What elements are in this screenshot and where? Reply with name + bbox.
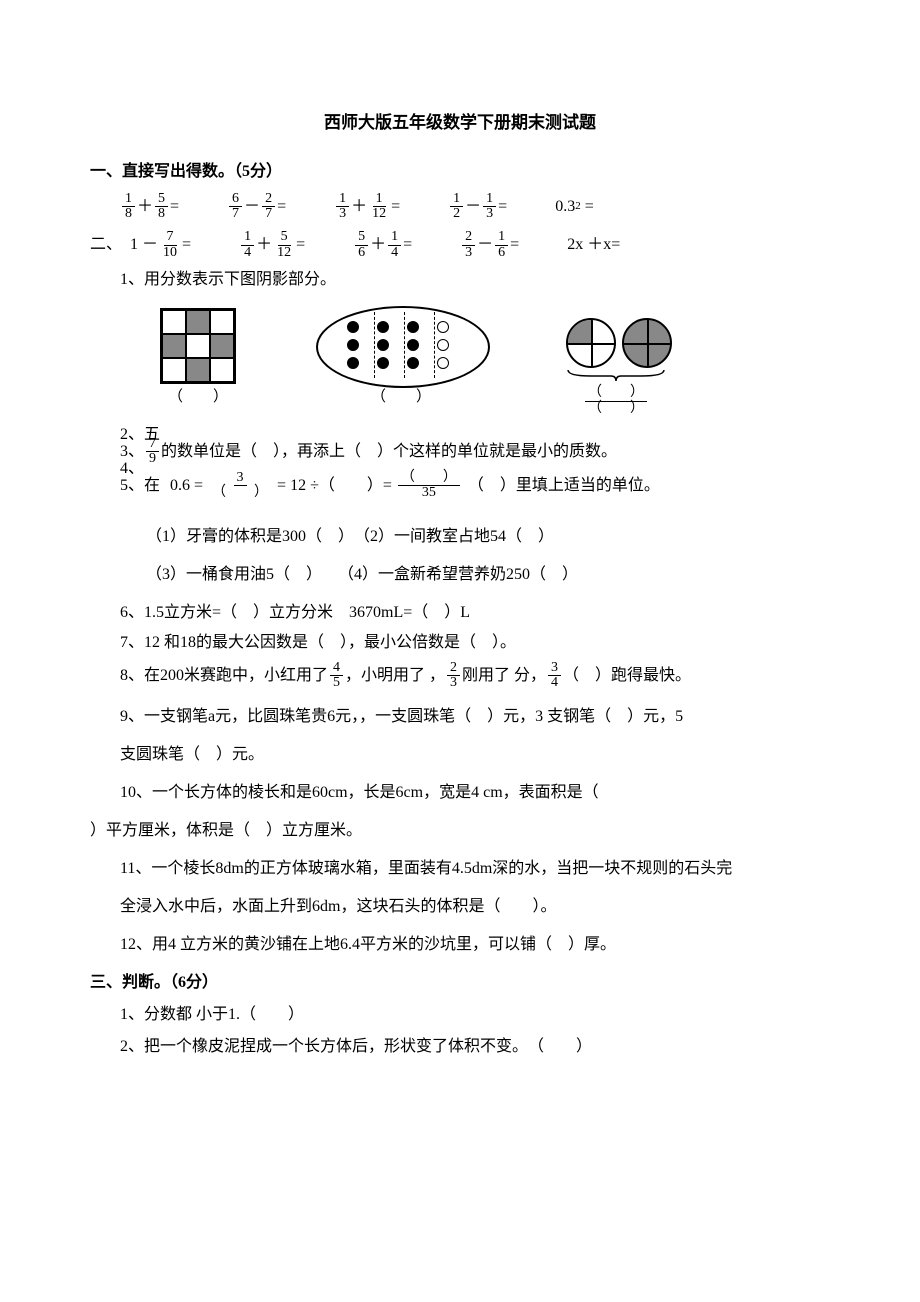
s2-q9a: 9、一支钢笔a元，比圆珠笔贵6元，，一支圆珠笔（ ）元，3 支钢笔（ ）元，5 [120, 705, 830, 729]
overlap-block: 2、五 3、 79 的数单位是（ ），再添上（ ）个这样的单位就是最小的质数。 … [120, 423, 830, 483]
eq-chain: 0.6 = 3（ ） = 12 ÷（ ）= （ ）35 [170, 471, 462, 501]
brace-icon [566, 368, 666, 382]
s1r2a: 1 － 710 = [130, 230, 191, 260]
section3-head: 三、判断。（6分） [90, 971, 830, 995]
fig-label-a: （ ） [160, 386, 236, 416]
s2-q9b: 支圆珠笔（ ）元。 [120, 743, 830, 767]
s3-q1: 1、分数都 小于1.（ ） [120, 1003, 830, 1027]
s2-q6: 6、1.5立方米=（ ）立方分米 3670mL=（ ）L [120, 601, 830, 625]
fig-label-b: （ ） [316, 386, 486, 416]
section1-head: 一、直接写出得数。（5分） [90, 160, 830, 184]
figure-row [160, 306, 830, 384]
s2-q5-1: （1）牙膏的体积是300（ ） （2）一间教室占地54（ ） [146, 525, 830, 549]
s2-q12: 12、用4 立方米的黄沙铺在上地6.4平方米的沙坑里，可以铺（ ）厚。 [120, 933, 830, 957]
s1r2e: 2x ＋x= [567, 233, 620, 257]
s2-q3-tail: 的数单位是（ ），再添上（ ）个这样的单位就是最小的质数。 [161, 440, 617, 464]
s2-q5-pre: 5、在 [120, 474, 160, 498]
s1-row1: 18 ＋ 58 = 67 － 27 = 13 ＋ 112 = 12 － 13 =… [120, 192, 830, 222]
s2-q10a: 10、一个长方体的棱长和是60cm，长是6cm，宽是4 cm，表面积是（ [120, 781, 830, 805]
s2-q10b: ）平方厘米，体积是（ ）立方厘米。 [90, 819, 830, 843]
grid-figure [160, 308, 236, 384]
s1r2c: 56 ＋ 14 = [353, 230, 412, 260]
s2-q5-tail: （ ）里填上适当的单位。 [468, 474, 660, 498]
figure-labels: （ ） （ ） （ ） （ ） [160, 386, 830, 416]
s1r2b: 14 ＋ 512 = [239, 230, 305, 260]
s2-q8: 8、在200米赛跑中，小红用了 45 ，小明用了 ， 23 刚用了 分， 34 … [120, 661, 830, 691]
s1r1b: 67 － 27 = [227, 192, 286, 222]
s2-q11b: 全浸入水中后，水面上升到6dm，这块石头的体积是（ ）。 [120, 895, 830, 919]
s1r2d: 23 － 16 = [460, 230, 519, 260]
fig-label-c: （ ） （ ） [566, 386, 666, 416]
s2-q3-frac: 79 [146, 437, 159, 467]
oval-figure [316, 306, 486, 384]
s1r1d: 12 － 13 = [448, 192, 507, 222]
s1r1a: 18 ＋ 58 = [120, 192, 179, 222]
page-title: 西师大版五年级数学下册期末测试题 [90, 110, 830, 136]
s2-q7: 7、12 和18的最大公因数是（ ），最小公倍数是（ ）。 [120, 631, 830, 655]
section2-prefix: 二、 [90, 233, 122, 257]
s1-row2: 二、 1 － 710 = 14 ＋ 512 = 56 ＋ 14 = 23 － 1… [90, 230, 830, 260]
s1r1c: 13 ＋ 112 = [334, 192, 400, 222]
s2-q5-2: （3）一桶食用油5（ ） （4）一盒新希望营养奶250（ ） [146, 563, 830, 587]
circles-figure [566, 318, 672, 384]
s2-q11a: 11、一个棱长8dm的正方体玻璃水箱，里面装有4.5dm深的水，当把一块不规则的… [120, 857, 830, 881]
s2-q1: 1、用分数表示下图阴影部分。 [120, 268, 830, 292]
s1r1e: 0.32 = [555, 195, 594, 219]
s3-q2: 2、把一个橡皮泥捏成一个长方体后，形状变了体积不变。 （ ） [120, 1035, 830, 1059]
